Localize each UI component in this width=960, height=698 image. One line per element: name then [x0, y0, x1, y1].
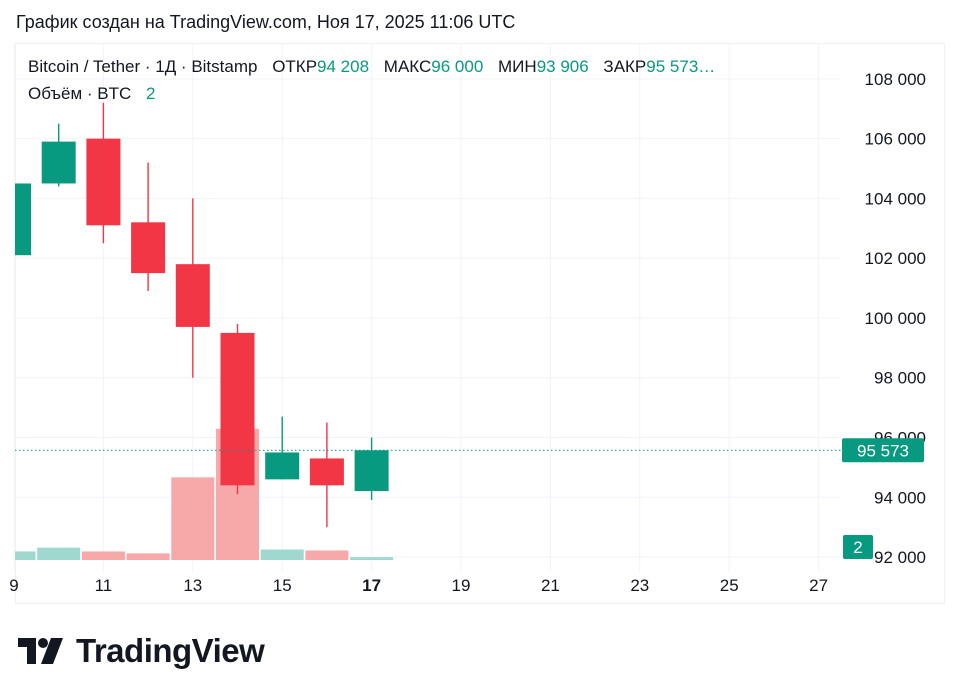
- last-price-badge[interactable]: [842, 438, 924, 463]
- candle-body[interactable]: [131, 222, 166, 274]
- legend-low-value: 93 906: [536, 57, 589, 76]
- volume-legend: Объём · BTC 2: [28, 84, 155, 104]
- y-tick-label: 106 000: [865, 130, 926, 149]
- brand-name: TradingView: [76, 632, 265, 669]
- volume-bar[interactable]: [350, 557, 394, 560]
- ohlc-legend: Bitcoin / Tether · 1Д · Bitstamp ОТКР94 …: [28, 57, 715, 77]
- y-tick-label: 100 000: [865, 309, 926, 328]
- y-tick-label: 92 000: [874, 548, 926, 567]
- x-tick-label: 21: [541, 576, 560, 595]
- volume-bar[interactable]: [171, 477, 215, 560]
- chart-frame: [15, 43, 945, 604]
- candle-body[interactable]: [220, 332, 255, 486]
- legend-low-label: МИН: [498, 57, 537, 76]
- volume-value: 2: [146, 84, 156, 103]
- candle-body[interactable]: [86, 138, 121, 226]
- x-tick-label: 13: [183, 576, 202, 595]
- volume-badge-label: 2: [853, 538, 862, 557]
- x-tick-label: 23: [630, 576, 649, 595]
- candle-body[interactable]: [175, 264, 210, 327]
- tradingview-logo[interactable]: TradingView: [18, 632, 265, 670]
- x-tick-label: 9: [9, 576, 18, 595]
- legend-high-value: 96 000: [431, 57, 484, 76]
- y-tick-label: 102 000: [865, 249, 926, 268]
- y-tick-label: 104 000: [865, 189, 926, 208]
- legend-symbol[interactable]: Bitcoin / Tether · 1Д · Bitstamp: [28, 57, 258, 76]
- volume-bar[interactable]: [260, 549, 304, 560]
- candle-body[interactable]: [309, 458, 344, 486]
- legend-high-label: МАКС: [383, 57, 432, 76]
- candle-body[interactable]: [265, 452, 300, 480]
- y-tick-label: 98 000: [874, 369, 926, 388]
- chart-caption: График создан на TradingView.com, Ноя 17…: [16, 12, 516, 32]
- last-price-label: 95 573: [857, 441, 909, 460]
- x-tick-label: 25: [720, 576, 739, 595]
- candle-body[interactable]: [354, 450, 389, 492]
- legend-open-value: 94 208: [317, 57, 370, 76]
- x-tick-label: 17: [362, 576, 381, 595]
- y-tick-label: 94 000: [874, 488, 926, 507]
- tradingview-logo-icon: [18, 638, 63, 664]
- volume-bar[interactable]: [37, 547, 81, 560]
- legend-open-label: ОТКР: [272, 57, 318, 76]
- x-tick-label: 11: [95, 576, 113, 595]
- y-tick-label: 108 000: [865, 70, 926, 89]
- x-tick-label: 15: [273, 576, 292, 595]
- candle-body[interactable]: [41, 141, 76, 184]
- volume-badge[interactable]: [843, 535, 873, 559]
- volume-bar[interactable]: [305, 550, 349, 561]
- volume-label[interactable]: Объём · BTC: [28, 84, 132, 103]
- candle-body[interactable]: [0, 183, 31, 256]
- legend-close-label: ЗАКР: [603, 57, 647, 76]
- legend-close-value: 95 573…: [646, 57, 716, 76]
- volume-bar[interactable]: [0, 551, 36, 560]
- volume-bar[interactable]: [81, 551, 125, 560]
- x-tick-label: 19: [452, 576, 471, 595]
- x-tick-label: 27: [809, 576, 828, 595]
- volume-bar[interactable]: [126, 553, 170, 560]
